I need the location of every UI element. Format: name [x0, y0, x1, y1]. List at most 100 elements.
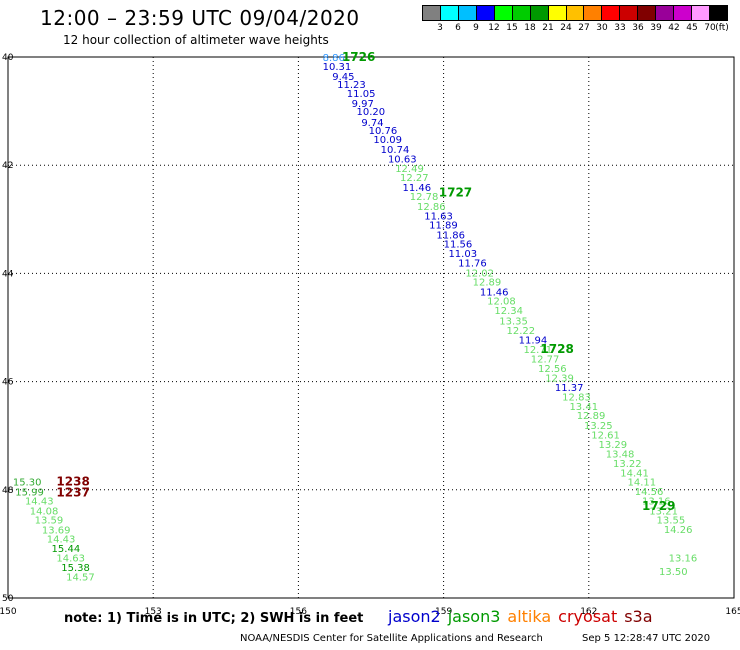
wave-height-reading: 13.69	[42, 525, 71, 536]
wave-height-reading: 10.63	[388, 155, 417, 166]
wave-height-reading: 11.63	[424, 212, 453, 223]
wave-height-reading: 14.57	[66, 572, 95, 583]
scale-tick-label: 42	[668, 23, 680, 33]
scale-tick-label: 39	[650, 23, 662, 33]
x-tick-label: 162	[580, 607, 597, 617]
wave-height-reading: 14.41	[620, 468, 649, 479]
scale-tick-label: 6	[455, 23, 461, 33]
scale-tick-label: 30	[596, 23, 608, 33]
scale-swatch	[548, 6, 567, 20]
wave-height-reading: 9.97	[352, 99, 374, 110]
color-scale-swatches	[422, 5, 728, 21]
x-tick-label: 159	[435, 607, 452, 617]
wave-height-reading: 13.55	[657, 516, 686, 527]
wave-height-reading: 13.16	[642, 497, 671, 508]
wave-height-reading: 12.89	[473, 278, 502, 289]
page-title: 12:00 – 23:59 UTC 09/04/2020	[40, 6, 360, 30]
wave-height-reading: 14.08	[30, 506, 59, 517]
wave-height-reading: 12.22	[507, 326, 536, 337]
scale-swatch	[710, 6, 727, 20]
scale-tick-label: 15	[506, 23, 518, 33]
wave-height-reading: 14.43	[47, 534, 76, 545]
y-tick-label: 46	[2, 378, 14, 388]
orbit-number-label: 1728	[540, 342, 573, 356]
y-tick-label: 42	[2, 161, 13, 171]
orbit-number-label: 1238	[56, 475, 89, 489]
wave-height-reading: 12.86	[417, 202, 446, 213]
wave-height-reading: 12.77	[531, 354, 560, 365]
scale-swatch	[656, 6, 675, 20]
wave-height-reading: 13.25	[584, 421, 613, 432]
wave-height-reading: 13.50	[659, 567, 688, 578]
wave-height-reading: 11.94	[519, 335, 548, 346]
wave-height-reading: 12.08	[487, 296, 516, 307]
wave-height-reading: 15.30	[13, 478, 42, 489]
map-frame	[7, 56, 735, 599]
orbit-number-label: 1727	[439, 185, 472, 199]
wave-height-reading: 11.86	[436, 230, 465, 241]
wave-height-reading: 13.29	[598, 440, 627, 451]
scale-tick-label: 21	[542, 23, 554, 33]
wave-height-reading: 15.38	[61, 563, 90, 574]
wave-height-reading: 12.61	[591, 431, 620, 442]
scale-unit-label: (ft)	[715, 23, 729, 33]
scale-swatch	[440, 6, 459, 20]
orbit-number-label: 1237	[56, 486, 89, 500]
wave-height-reading: 10.09	[373, 135, 402, 146]
scale-tick-label: 18	[524, 23, 536, 33]
color-scale-labels: (ft) 3 6 9 12 15 18 21 24 27 30 33 36 39 42 45 70	[422, 21, 729, 33]
wave-height-reading: 10.76	[369, 126, 398, 137]
wave-height-reading: 14.43	[25, 497, 54, 508]
wave-height-reading: 13.59	[35, 516, 64, 527]
scale-swatch	[638, 6, 657, 20]
wave-height-reading: 13.22	[613, 459, 642, 470]
wave-height-reading: 12.89	[577, 411, 606, 422]
orbit-number-label: 1726	[342, 50, 375, 64]
wave-height-reading: 12.83	[562, 393, 591, 404]
x-tick-label: 153	[145, 607, 162, 617]
wave-height-reading: 14.56	[635, 487, 664, 498]
wave-height-reading: 14.26	[664, 525, 693, 536]
y-tick-label: 40	[2, 53, 14, 63]
scale-swatch	[476, 6, 495, 20]
wave-height-reading: 13.48	[606, 450, 635, 461]
scale-swatch	[423, 6, 441, 20]
y-tick-label: 50	[2, 594, 14, 604]
wave-height-reading: 13.41	[569, 402, 598, 413]
scale-tick-label: 27	[578, 23, 590, 33]
wave-height-reading: 9.74	[361, 118, 383, 129]
scale-swatch	[620, 6, 639, 20]
wave-height-reading: 14.11	[628, 478, 657, 489]
wave-height-reading: 11.05	[347, 89, 376, 100]
wave-height-reading: 12.39	[545, 373, 574, 384]
wave-height-reading: 13.35	[499, 316, 528, 327]
orbit-number-label: 1729	[642, 499, 675, 513]
x-tick-label: 150	[0, 607, 17, 617]
gridlines	[8, 57, 734, 598]
scale-swatch	[674, 6, 693, 20]
wave-height-reading: 11.03	[448, 249, 477, 260]
y-tick-label: 48	[2, 486, 14, 496]
wave-height-reading: 12.78	[410, 192, 439, 203]
tick-labels: 150 153 156 159 162 165 40 42 44 46 48 50	[0, 53, 740, 617]
scale-swatch	[512, 6, 531, 20]
wave-height-reading: 11.46	[480, 287, 509, 298]
scale-tick-label: 24	[560, 23, 572, 33]
wave-height-reading: 10.74	[381, 145, 410, 156]
scale-tick-label: 3	[437, 23, 443, 33]
scale-swatch	[692, 6, 710, 20]
page-subtitle: 12 hour collection of altimeter wave hei…	[63, 33, 329, 47]
scale-swatch	[566, 6, 585, 20]
wave-height-reading: 12.34	[494, 306, 523, 317]
scale-tick-label: 12	[488, 23, 500, 33]
wave-height-reading: 12.27	[400, 173, 429, 184]
wave-height-reading: 8.86	[323, 53, 345, 64]
scale-swatch	[602, 6, 621, 20]
wave-height-reading: 11.37	[555, 383, 584, 394]
wave-height-color-scale: (ft) 3 6 9 12 15 18 21 24 27 30 33 36 39 42 45 70	[422, 5, 729, 33]
wave-height-reading: 12.49	[395, 164, 424, 175]
scale-swatch	[584, 6, 603, 20]
wave-height-reading: 11.76	[458, 259, 487, 270]
